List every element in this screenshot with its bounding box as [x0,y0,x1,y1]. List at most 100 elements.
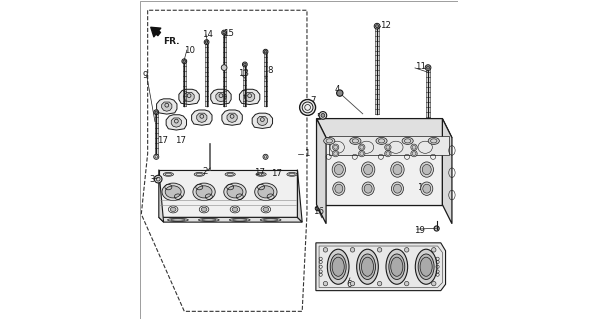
Circle shape [332,150,339,157]
Polygon shape [159,170,297,217]
Ellipse shape [327,249,349,284]
Ellipse shape [415,249,437,284]
Polygon shape [239,89,260,105]
Ellipse shape [361,162,375,177]
Circle shape [154,110,158,115]
Circle shape [411,150,417,157]
Circle shape [205,41,208,44]
Ellipse shape [423,184,431,193]
Polygon shape [159,170,164,222]
Ellipse shape [356,249,379,284]
Text: 15: 15 [223,29,234,38]
Text: 16: 16 [313,207,324,216]
Ellipse shape [359,141,374,153]
Ellipse shape [264,219,278,221]
Ellipse shape [418,254,434,279]
Text: 4: 4 [335,85,340,94]
Ellipse shape [165,186,181,198]
Ellipse shape [171,219,185,221]
Ellipse shape [332,182,345,196]
Text: 7: 7 [310,96,316,105]
Text: 2: 2 [203,167,208,176]
Ellipse shape [324,137,335,144]
Circle shape [263,154,268,159]
Ellipse shape [232,207,238,212]
Circle shape [332,144,339,150]
Ellipse shape [390,257,403,276]
Circle shape [359,150,365,157]
Ellipse shape [201,207,207,212]
Polygon shape [159,170,297,178]
Circle shape [221,65,227,70]
Ellipse shape [233,219,247,221]
Circle shape [385,150,391,157]
Text: 14: 14 [202,30,213,39]
Ellipse shape [428,137,440,144]
Ellipse shape [393,184,401,193]
Polygon shape [316,119,326,224]
Circle shape [376,25,379,28]
Ellipse shape [258,186,274,198]
Circle shape [242,62,247,67]
Circle shape [263,49,268,54]
Ellipse shape [386,249,408,284]
Polygon shape [159,217,302,222]
Ellipse shape [330,141,344,153]
Polygon shape [316,243,446,291]
Polygon shape [297,170,302,222]
Circle shape [182,59,187,64]
Polygon shape [184,92,194,102]
Ellipse shape [359,254,376,279]
Polygon shape [443,119,452,224]
Ellipse shape [334,164,343,175]
Polygon shape [191,110,212,125]
Text: 1: 1 [304,149,309,158]
Polygon shape [171,118,181,127]
Text: 9: 9 [142,71,148,80]
Circle shape [377,248,382,252]
Ellipse shape [256,172,266,176]
Circle shape [359,144,365,150]
Polygon shape [257,116,267,125]
Ellipse shape [332,257,344,276]
Text: 18: 18 [417,183,428,192]
Text: 17: 17 [157,136,168,145]
Circle shape [377,281,382,286]
Polygon shape [216,92,226,102]
Ellipse shape [196,186,212,198]
Polygon shape [161,102,172,111]
Circle shape [374,23,380,29]
Ellipse shape [422,164,431,175]
Circle shape [243,63,246,66]
Polygon shape [329,136,448,155]
Circle shape [404,281,409,286]
Ellipse shape [287,172,297,176]
Circle shape [154,154,159,159]
Ellipse shape [420,162,434,177]
Ellipse shape [255,183,277,201]
Text: 17: 17 [175,136,186,145]
Polygon shape [166,115,187,130]
Ellipse shape [224,183,246,201]
Text: FR.: FR. [164,37,180,46]
Ellipse shape [225,172,235,176]
Ellipse shape [361,257,374,276]
Ellipse shape [193,183,215,201]
Text: 12: 12 [380,21,391,30]
Polygon shape [316,119,443,204]
Ellipse shape [418,141,432,153]
Text: 13: 13 [238,69,249,78]
Circle shape [155,111,157,114]
Circle shape [434,226,439,231]
Ellipse shape [162,183,184,201]
Circle shape [183,60,185,62]
Ellipse shape [350,137,361,144]
Text: 5: 5 [316,113,322,122]
Circle shape [404,248,409,252]
Circle shape [222,30,227,35]
Circle shape [411,144,417,150]
Circle shape [432,281,436,286]
Ellipse shape [170,207,176,212]
Circle shape [323,281,328,286]
Circle shape [319,112,327,119]
